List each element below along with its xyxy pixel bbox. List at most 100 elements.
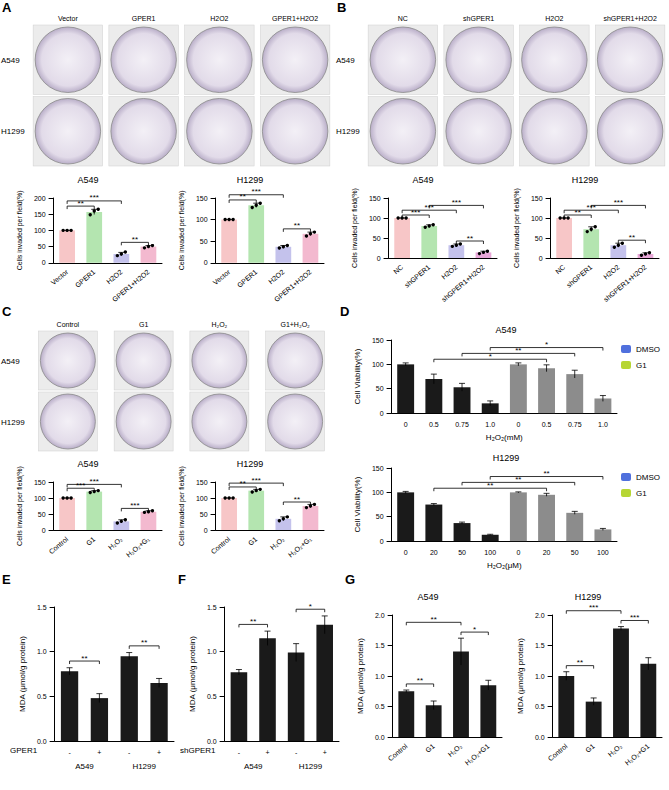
svg-text:DMSO: DMSO: [636, 345, 660, 354]
svg-text:***: ***: [252, 187, 261, 196]
svg-text:**: **: [240, 192, 246, 201]
svg-text:1.0: 1.0: [535, 673, 545, 680]
svg-text:Control: Control: [48, 535, 70, 555]
svg-text:***: ***: [452, 198, 461, 207]
svg-text:H1299: H1299: [1, 127, 25, 136]
svg-text:50: 50: [200, 238, 208, 245]
svg-text:NC: NC: [398, 15, 408, 22]
svg-text:A549: A549: [1, 357, 20, 366]
svg-text:H2O2: H2O2: [545, 15, 563, 22]
svg-text:-: -: [128, 749, 131, 756]
svg-text:20: 20: [430, 549, 438, 556]
svg-text:150: 150: [372, 337, 384, 344]
svg-text:A549: A549: [1, 56, 20, 65]
svg-text:1.0: 1.0: [37, 648, 47, 655]
svg-text:H1299: H1299: [572, 175, 599, 185]
svg-text:A549: A549: [412, 175, 433, 185]
svg-text:**: **: [467, 234, 473, 243]
svg-text:50: 50: [376, 513, 384, 520]
svg-text:H1299: H1299: [493, 453, 520, 463]
svg-text:H₂O₂: H₂O₂: [607, 742, 624, 758]
svg-text:A549: A549: [336, 56, 355, 65]
svg-text:0: 0: [380, 410, 384, 417]
svg-text:150: 150: [196, 479, 208, 486]
svg-text:H₂O₂: H₂O₂: [447, 742, 464, 758]
svg-text:**: **: [294, 495, 300, 504]
svg-text:**: **: [629, 233, 635, 242]
svg-text:50: 50: [535, 235, 543, 242]
svg-text:+: +: [97, 749, 101, 756]
svg-text:***: ***: [130, 501, 139, 510]
svg-text:NC: NC: [554, 263, 566, 275]
svg-text:2.0: 2.0: [535, 612, 545, 619]
svg-text:GPER1: GPER1: [10, 746, 38, 755]
svg-text:G1: G1: [636, 361, 647, 370]
svg-text:H₂O₂: H₂O₂: [269, 535, 286, 551]
svg-text:150: 150: [34, 479, 46, 486]
svg-text:50: 50: [200, 511, 208, 518]
svg-text:150: 150: [372, 465, 384, 472]
svg-text:0.75: 0.75: [455, 421, 469, 428]
svg-text:0: 0: [404, 549, 408, 556]
svg-text:H2O2: H2O2: [105, 268, 124, 285]
svg-text:H2O2: H2O2: [210, 15, 228, 22]
svg-text:**: **: [250, 617, 256, 626]
svg-text:+: +: [265, 749, 269, 756]
svg-text:Vector: Vector: [50, 268, 70, 287]
svg-text:G1: G1: [636, 489, 647, 498]
svg-text:1.0: 1.0: [207, 648, 217, 655]
svg-text:A549: A549: [417, 592, 438, 602]
svg-text:**: **: [132, 235, 138, 244]
svg-text:shGPER1: shGPER1: [403, 263, 431, 288]
svg-text:100: 100: [372, 361, 384, 368]
svg-text:***: ***: [614, 198, 623, 207]
svg-text:1.0: 1.0: [598, 421, 608, 428]
svg-text:G1: G1: [584, 742, 596, 753]
svg-text:H2O2: H2O2: [440, 263, 459, 280]
svg-text:G1: G1: [247, 535, 259, 546]
svg-text:shGPER1+H2O2: shGPER1+H2O2: [440, 263, 486, 303]
svg-text:NC: NC: [392, 263, 404, 275]
svg-text:Cells invaded per field(%): Cells invaded per field(%): [16, 190, 24, 270]
svg-text:shGPER1+H2O2: shGPER1+H2O2: [603, 15, 657, 22]
svg-text:Cell Viability(%): Cell Viability(%): [353, 348, 362, 404]
svg-text:**: **: [81, 654, 87, 663]
svg-text:150: 150: [531, 195, 543, 202]
svg-text:0: 0: [380, 538, 384, 545]
svg-text:50: 50: [373, 235, 381, 242]
svg-text:GPER1+H2O2: GPER1+H2O2: [111, 268, 151, 303]
svg-text:**: **: [78, 199, 84, 208]
svg-text:***: ***: [90, 477, 99, 486]
svg-text:0: 0: [204, 259, 208, 266]
svg-text:***: ***: [76, 481, 85, 490]
svg-text:0.75: 0.75: [568, 421, 582, 428]
svg-text:Control: Control: [210, 535, 232, 555]
svg-text:*: *: [309, 602, 312, 611]
svg-text:**: **: [575, 208, 581, 217]
svg-text:**: **: [431, 615, 437, 624]
svg-text:20: 20: [543, 549, 551, 556]
svg-text:100: 100: [369, 215, 381, 222]
svg-text:G1: G1: [139, 321, 148, 328]
svg-text:100: 100: [372, 489, 384, 496]
svg-text:1.5: 1.5: [207, 604, 217, 611]
svg-text:G1+H₂O₂: G1+H₂O₂: [280, 321, 310, 328]
svg-text:shGPER1: shGPER1: [565, 263, 593, 288]
svg-text:-: -: [295, 749, 298, 756]
svg-text:150: 150: [369, 195, 381, 202]
svg-text:50: 50: [376, 385, 384, 392]
svg-text:Vector: Vector: [212, 268, 232, 287]
svg-text:Cells invaded per field(%): Cells invaded per field(%): [178, 466, 186, 546]
svg-text:*: *: [545, 340, 548, 349]
svg-text:1.5: 1.5: [37, 604, 47, 611]
svg-text:100: 100: [196, 495, 208, 502]
svg-text:0.5: 0.5: [429, 421, 439, 428]
svg-text:100: 100: [484, 549, 496, 556]
svg-text:0: 0: [404, 421, 408, 428]
svg-text:0: 0: [539, 255, 543, 262]
svg-text:H₂O₂+G₁: H₂O₂+G₁: [125, 535, 151, 559]
svg-text:100: 100: [34, 227, 46, 234]
svg-text:2.0: 2.0: [375, 612, 385, 619]
svg-text:H₂O₂: H₂O₂: [107, 535, 124, 551]
svg-text:Cells invaded per field(%): Cells invaded per field(%): [16, 466, 24, 546]
